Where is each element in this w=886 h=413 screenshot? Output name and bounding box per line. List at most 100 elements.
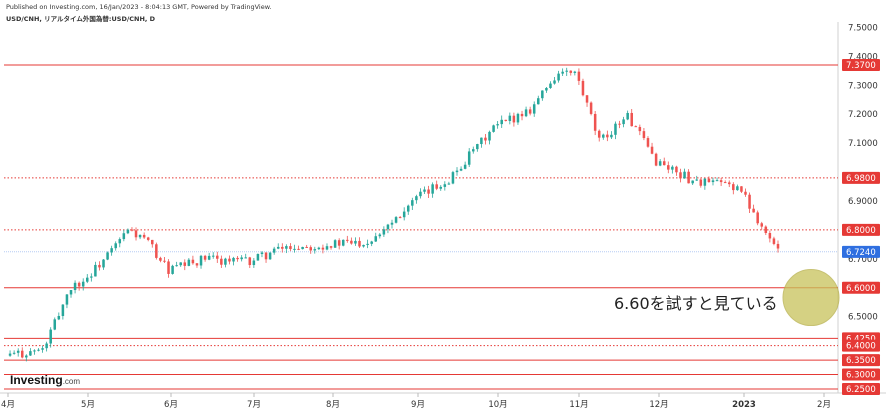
candle-body (183, 262, 187, 266)
candle-body (451, 172, 455, 184)
candle-body (695, 179, 698, 181)
published-note: Published on Investing.com, 16/Jan/2023 … (6, 3, 272, 11)
candle-body (216, 255, 219, 259)
candle-body (248, 257, 252, 266)
candle-body (423, 189, 426, 192)
x-tick-label-10: 2月 (817, 400, 831, 410)
candle-body (90, 276, 93, 278)
candle-body (662, 161, 666, 166)
candle-body (130, 229, 134, 231)
y-tick-label-7: 6.5000 (848, 313, 878, 323)
candle-body (293, 248, 296, 250)
candle-body (155, 244, 158, 258)
candle-body (61, 304, 65, 316)
candle-body (459, 168, 463, 171)
level-label-1: 6.9800 (846, 174, 876, 184)
candle-body (240, 257, 243, 260)
candle-body (321, 247, 325, 250)
candle-body (98, 264, 101, 268)
candle-body (528, 109, 532, 114)
level-label-0: 7.3700 (846, 61, 876, 71)
level-label-6: 6.3500 (846, 356, 876, 366)
candle-body (142, 234, 146, 238)
candle-body (467, 151, 471, 165)
candle-body (419, 191, 422, 197)
candle-body (650, 146, 654, 154)
candle-body (224, 258, 227, 265)
candle-body (260, 252, 264, 255)
candle-body (252, 260, 256, 266)
candle-body (325, 246, 329, 250)
candle-body (634, 126, 638, 128)
candle-body (73, 282, 77, 291)
candle-body (41, 348, 44, 350)
level-tag-7 (842, 368, 880, 381)
x-tick-label-8: 12月 (649, 400, 668, 410)
level-label-2: 6.8000 (846, 226, 876, 236)
candle-body (354, 240, 357, 244)
level-label-5: 6.4000 (846, 342, 876, 352)
level-tag-2 (842, 223, 880, 236)
candle-body (199, 255, 203, 266)
candle-body (114, 243, 117, 249)
candle-body (541, 90, 544, 99)
candle-body (707, 178, 711, 183)
candle-body (374, 236, 378, 242)
candle-body (699, 179, 703, 186)
candle-body (727, 182, 731, 185)
candle-body (268, 252, 272, 260)
x-tick-label-5: 9月 (411, 400, 425, 410)
candle-body (569, 70, 573, 73)
candle-body (37, 349, 40, 351)
candle-body (333, 240, 337, 248)
candle-body (126, 229, 130, 234)
candle-body (317, 247, 321, 250)
candle-body (415, 196, 418, 201)
candle-body (398, 217, 402, 219)
candle-body (203, 255, 207, 260)
candle-body (138, 234, 142, 238)
candle-body (402, 211, 406, 218)
candle-body (285, 246, 288, 249)
candle-body (16, 350, 20, 353)
candle-body (346, 239, 349, 241)
level-tag-0 (842, 59, 880, 71)
candle-body (370, 241, 373, 244)
candle-body (537, 98, 540, 105)
level-label-7: 6.3000 (846, 371, 876, 381)
x-tick-label-7: 11月 (569, 400, 588, 410)
candle-body (553, 80, 556, 84)
x-tick-label-4: 8月 (326, 400, 340, 410)
candle-body (488, 131, 491, 141)
candle-body (86, 277, 89, 282)
candle-body (565, 70, 568, 72)
candle-body (711, 180, 715, 183)
candle-body (390, 222, 394, 225)
candle-body (573, 71, 577, 73)
candle-body (439, 186, 443, 189)
candle-body (207, 255, 211, 260)
y-tick-label-0: 7.5000 (848, 23, 878, 33)
x-tick-label-0: 4月 (1, 400, 15, 410)
candle-body (281, 246, 284, 249)
candle-body (337, 240, 341, 246)
candle-body (443, 184, 447, 187)
candle-body (732, 184, 735, 191)
x-tick-label-9: 2023 (732, 400, 756, 410)
candle-body (431, 184, 434, 194)
candle-body (20, 350, 24, 358)
candle-body (163, 260, 166, 262)
candle-body (264, 252, 268, 260)
target-zone-circle (782, 269, 840, 327)
candle-body (244, 257, 247, 259)
candle-body (134, 230, 138, 238)
candle-body (679, 172, 682, 179)
candle-body (146, 237, 150, 240)
candle-body (406, 205, 410, 212)
candle-body (427, 189, 430, 194)
candle-body (81, 281, 85, 287)
candle-body (341, 239, 345, 246)
candle-body (350, 240, 353, 244)
candle-body (597, 130, 601, 138)
